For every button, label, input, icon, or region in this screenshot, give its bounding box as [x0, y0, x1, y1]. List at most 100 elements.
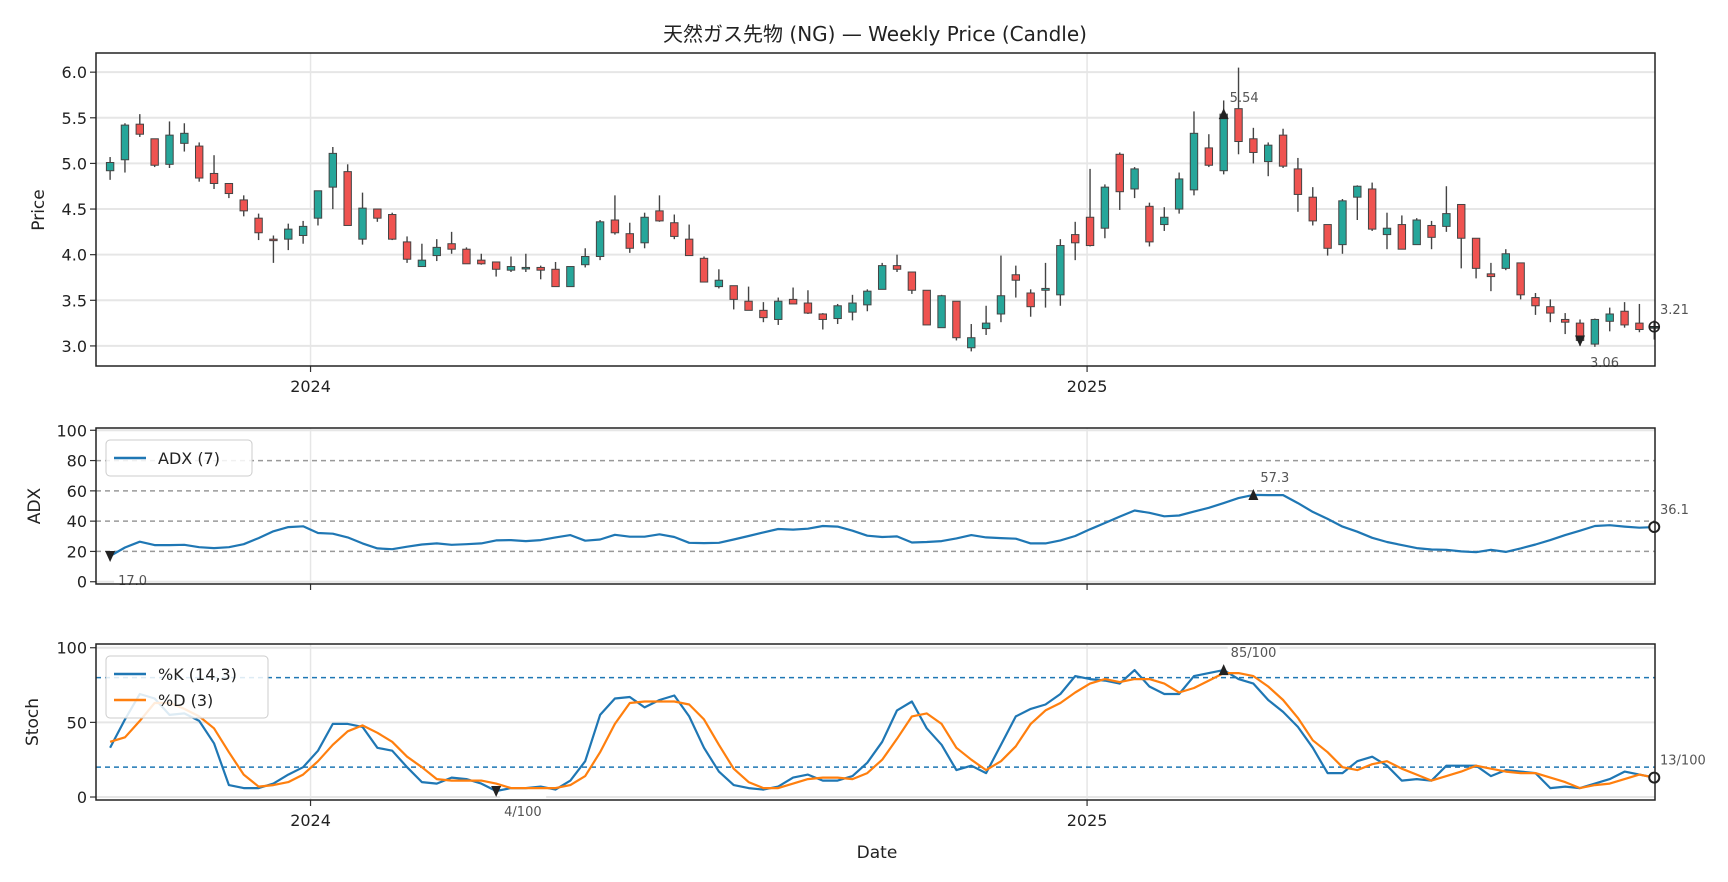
candle: [373, 208, 382, 222]
candle-body-down: [135, 123, 145, 135]
candle: [462, 247, 471, 265]
candle: [788, 287, 798, 305]
candle: [981, 305, 991, 335]
candle: [313, 190, 323, 226]
candle: [1071, 221, 1080, 261]
candle-body-down: [1620, 310, 1629, 326]
candle-body-down: [729, 285, 738, 300]
candle-body-up: [877, 265, 887, 290]
candle-body-up: [1590, 318, 1600, 345]
y-tick-label: 5.5: [62, 109, 87, 128]
candle-body-up: [640, 216, 649, 244]
candle-body-down: [1367, 188, 1377, 230]
candle: [417, 243, 427, 268]
candle-body-up: [833, 305, 842, 320]
candle-body-down: [447, 243, 456, 250]
candle-body-down: [1560, 318, 1570, 323]
candle-body-up: [595, 221, 605, 257]
max-marker-up-triangle: [1248, 488, 1259, 500]
candle-body-down: [655, 210, 664, 222]
candle-body-up: [328, 152, 338, 188]
candle: [209, 155, 219, 189]
candle-body-up: [566, 266, 575, 288]
candle-body-down: [610, 219, 620, 234]
candle-body-down: [1278, 134, 1288, 167]
y-tick-label: 60: [67, 482, 87, 501]
candle-body-up: [581, 255, 590, 266]
candle-body-down: [1293, 168, 1303, 195]
candle-body-down: [744, 300, 753, 311]
candle: [610, 195, 620, 235]
candle-body-down: [373, 208, 382, 219]
price-panel: 3.0 3.5 4.0 4.5 5.0 5.5 6.0 2024 2025 5.54 3.06 3.2…: [62, 52, 1689, 396]
candle-body-down: [1085, 216, 1095, 247]
candle: [1338, 199, 1347, 254]
candle-body-up: [417, 259, 427, 268]
candle: [714, 269, 724, 289]
candle: [358, 192, 367, 245]
candle: [1308, 187, 1317, 226]
y-tick-label: 20: [67, 542, 87, 561]
candle-body-up: [1382, 227, 1392, 236]
candle: [447, 231, 456, 254]
candle-body-up: [313, 190, 323, 219]
candle-body-down: [1026, 292, 1035, 308]
candle: [1397, 215, 1407, 250]
candle-body-down: [194, 145, 204, 179]
candle: [194, 142, 204, 182]
candle: [1590, 318, 1600, 347]
candle: [1234, 67, 1243, 155]
candle: [952, 300, 961, 341]
candle-body-down: [551, 268, 560, 288]
candle-body-up: [1160, 216, 1169, 226]
candle: [803, 290, 813, 314]
candle: [818, 313, 827, 330]
candle: [670, 214, 679, 240]
price-y-label: Price: [29, 189, 49, 230]
candle: [744, 286, 753, 311]
candle-body-down: [1457, 203, 1466, 239]
axes-frame: [95, 427, 1656, 585]
candle: [343, 164, 352, 226]
candle: [1546, 299, 1555, 323]
candle-body-down: [1546, 306, 1555, 314]
candle: [1367, 182, 1377, 231]
legend-label: %D (3): [158, 691, 213, 710]
candle-body-down: [269, 238, 278, 242]
candle-body-down: [477, 259, 486, 265]
candle-body-down: [1234, 108, 1243, 143]
min-marker-down-triangle: [491, 786, 502, 798]
candle-body-down: [952, 300, 961, 339]
candle-body-up: [1041, 287, 1050, 291]
candle: [1056, 239, 1065, 306]
candle-body-down: [759, 309, 768, 319]
candle-body-up: [714, 279, 724, 288]
candle: [1011, 265, 1021, 298]
candle: [833, 303, 842, 325]
candle-body-up: [1338, 200, 1347, 246]
min-marker-down-triangle: [105, 550, 116, 562]
y-tick-label: 3.0: [62, 337, 87, 356]
candle: [937, 294, 946, 329]
candle-body-down: [1471, 237, 1481, 269]
candle: [1204, 134, 1214, 168]
candle: [388, 212, 397, 241]
candle: [759, 302, 768, 323]
y-tick-label: 100: [56, 639, 87, 658]
candle: [551, 261, 560, 288]
candle-body-up: [967, 337, 976, 349]
legend-label: %K (14,3): [158, 665, 237, 684]
candle: [1189, 111, 1199, 196]
y-tick-label: 6.0: [62, 63, 87, 82]
candle-body-down: [1145, 205, 1154, 243]
adx-y-label: ADX: [25, 487, 45, 524]
candle: [907, 271, 917, 294]
candle-body-down: [625, 233, 634, 249]
candle-body-up: [1130, 168, 1139, 190]
candle-body-up: [774, 300, 783, 320]
candle: [1531, 292, 1540, 315]
candle: [1293, 157, 1303, 212]
candle: [180, 123, 189, 152]
candle: [595, 219, 605, 261]
